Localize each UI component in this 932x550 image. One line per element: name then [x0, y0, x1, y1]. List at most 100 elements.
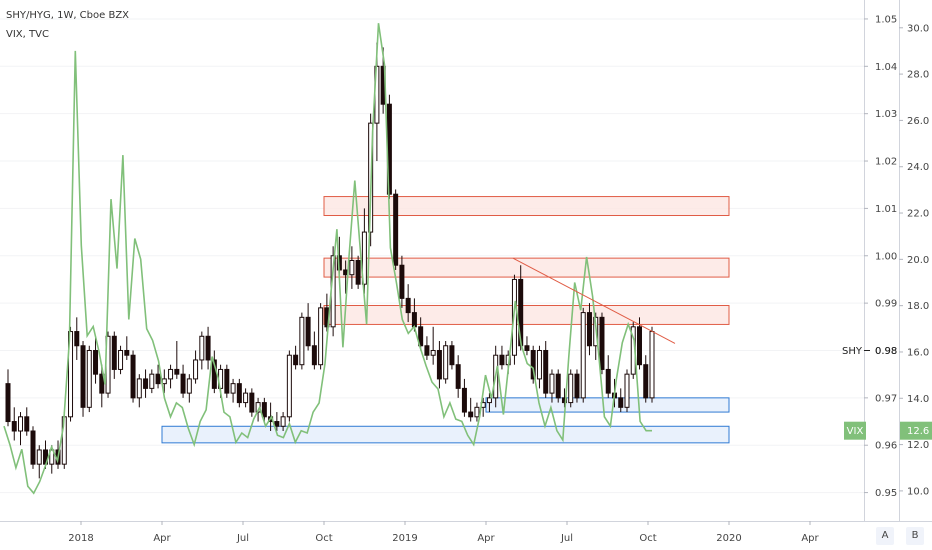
- candle-71: [449, 341, 455, 370]
- candle-body: [111, 335, 117, 370]
- candle-body: [499, 354, 505, 366]
- candle-18: [118, 345, 124, 375]
- candle-body: [36, 449, 42, 465]
- candle-body: [618, 397, 624, 408]
- candle-body: [530, 349, 536, 380]
- candle-35: [224, 364, 230, 398]
- candle-15: [99, 364, 105, 408]
- candle-72: [455, 355, 461, 398]
- candle-body: [430, 349, 436, 356]
- candle-48: [305, 303, 311, 351]
- candle-body: [24, 416, 30, 432]
- candle-body: [155, 373, 161, 385]
- candle-body: [236, 383, 242, 404]
- price-grid: [0, 18, 864, 494]
- candle-13: [86, 345, 92, 413]
- candle-36: [230, 378, 236, 403]
- candle-102: [643, 355, 649, 403]
- auto-scale-button[interactable]: A: [876, 527, 894, 545]
- vix-tick-label: 12.0: [907, 440, 929, 451]
- legend-vix[interactable]: VIX, TVC: [6, 29, 49, 40]
- vix-tick-label: 22.0: [907, 209, 929, 220]
- candle-body: [161, 378, 167, 385]
- candles: [5, 42, 655, 479]
- candle-body: [599, 316, 605, 370]
- candle-body: [261, 402, 267, 418]
- candle-1: [11, 407, 17, 441]
- price-tick-label: 0.97: [875, 393, 897, 404]
- candle-body: [561, 397, 567, 404]
- candle-body: [568, 373, 574, 404]
- scale-button[interactable]: B: [906, 527, 924, 545]
- candle-31: [199, 331, 205, 370]
- candle-body: [80, 345, 86, 408]
- candle-3: [24, 407, 30, 436]
- candle-96: [605, 355, 611, 398]
- candle-body: [249, 392, 255, 413]
- candle-body: [174, 368, 180, 375]
- candle-99: [624, 369, 630, 413]
- candle-body: [86, 349, 92, 408]
- candle-103: [649, 326, 655, 403]
- candle-body: [280, 416, 286, 427]
- vix-tick-label: 14.0: [907, 394, 929, 405]
- candle-body: [143, 378, 149, 389]
- candle-body: [243, 392, 249, 404]
- vix-tick-label: 28.0: [907, 70, 929, 81]
- candle-83: [524, 336, 530, 356]
- vix-badge-right: [900, 421, 932, 440]
- candle-body: [605, 368, 611, 394]
- candle-body: [486, 397, 492, 404]
- candle-19: [124, 336, 130, 360]
- candle-body: [524, 345, 530, 351]
- time-tick-label: Jul: [560, 533, 573, 544]
- candle-24: [155, 364, 161, 389]
- candle-body: [443, 345, 449, 380]
- time-tick-label: Oct: [315, 533, 332, 544]
- candle-body: [130, 354, 136, 399]
- candle-body: [586, 312, 592, 347]
- candle-98: [618, 388, 624, 413]
- resistance-zone-0: [323, 196, 730, 217]
- price-tick-label: 0.99: [875, 299, 897, 310]
- candle-body: [461, 387, 467, 413]
- time-tick-label: Apr: [153, 533, 171, 544]
- candle-body: [318, 307, 324, 366]
- candle-body: [636, 326, 642, 366]
- candle-29: [186, 374, 192, 403]
- vix-tick-label: 24.0: [907, 162, 929, 173]
- candle-32: [205, 326, 211, 370]
- candle-10: [68, 326, 74, 422]
- price-tick-label: 0.98: [875, 346, 897, 357]
- candle-28: [180, 364, 186, 398]
- candle-body: [311, 345, 317, 366]
- candle-body: [93, 349, 99, 375]
- candle-body: [411, 312, 417, 328]
- candle-body: [118, 349, 124, 370]
- candle-89: [561, 388, 567, 408]
- candle-body: [349, 260, 355, 276]
- candle-0: [5, 369, 11, 427]
- candle-body: [186, 378, 192, 394]
- candle-55: [349, 246, 355, 289]
- candle-body: [11, 421, 17, 432]
- candle-38: [243, 388, 249, 408]
- vix-tick-label: 10.0: [907, 486, 929, 497]
- time-tick-label: 2019: [392, 533, 417, 544]
- candle-45: [286, 350, 292, 422]
- candle-87: [549, 369, 555, 403]
- candle-66: [418, 317, 424, 351]
- candle-81: [511, 274, 517, 365]
- candle-body: [511, 278, 517, 356]
- candle-43: [274, 412, 280, 432]
- candle-body: [361, 231, 367, 285]
- candle-body: [299, 316, 305, 366]
- candle-30: [193, 350, 199, 384]
- candle-body: [30, 430, 36, 465]
- legend-main[interactable]: SHY/HYG, 1W, Cboe BZX: [6, 10, 130, 21]
- candle-body: [18, 416, 24, 432]
- candle-50: [318, 303, 324, 370]
- candle-41: [261, 397, 267, 422]
